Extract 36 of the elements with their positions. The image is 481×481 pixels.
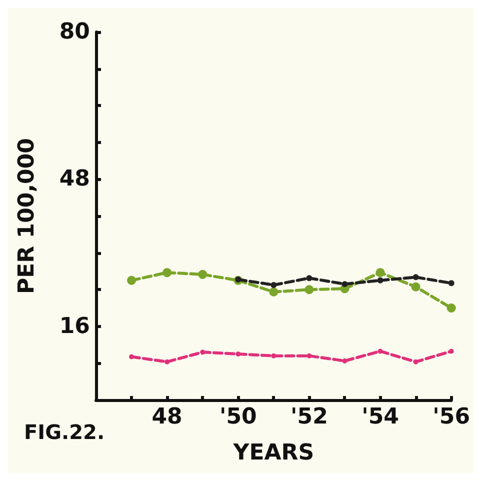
y-tick-label: 16 <box>59 314 90 339</box>
x-tick-label: 48 <box>152 404 182 430</box>
point <box>269 287 278 296</box>
point <box>342 281 348 288</box>
point <box>129 354 134 360</box>
y-axis-title: PER 100,000 <box>14 138 40 294</box>
point <box>235 276 242 282</box>
point <box>448 280 454 286</box>
x-tick-label: '52 <box>290 404 328 430</box>
point <box>342 358 348 364</box>
x-tick-label: '54 <box>362 404 399 430</box>
point <box>270 282 277 288</box>
point <box>198 270 208 279</box>
point <box>304 285 314 294</box>
x-tick-label: '56 <box>432 404 470 430</box>
point <box>446 304 456 312</box>
x-tick-label: '50 <box>219 404 257 430</box>
point <box>271 353 276 358</box>
point <box>162 268 172 278</box>
point <box>377 277 384 284</box>
point <box>127 276 136 285</box>
point <box>376 268 385 278</box>
point <box>448 348 454 354</box>
caption: FIG.22. <box>24 420 105 444</box>
point <box>411 282 420 292</box>
x-axis-title: YEARS <box>232 440 314 466</box>
point <box>164 359 170 364</box>
point <box>413 359 418 364</box>
point <box>378 348 383 354</box>
point <box>236 352 241 356</box>
point <box>306 275 312 282</box>
point <box>200 350 206 355</box>
y-tick-label: 80 <box>59 20 90 44</box>
point <box>412 274 419 280</box>
y-tick-label: 48 <box>59 166 90 192</box>
point <box>306 353 312 358</box>
